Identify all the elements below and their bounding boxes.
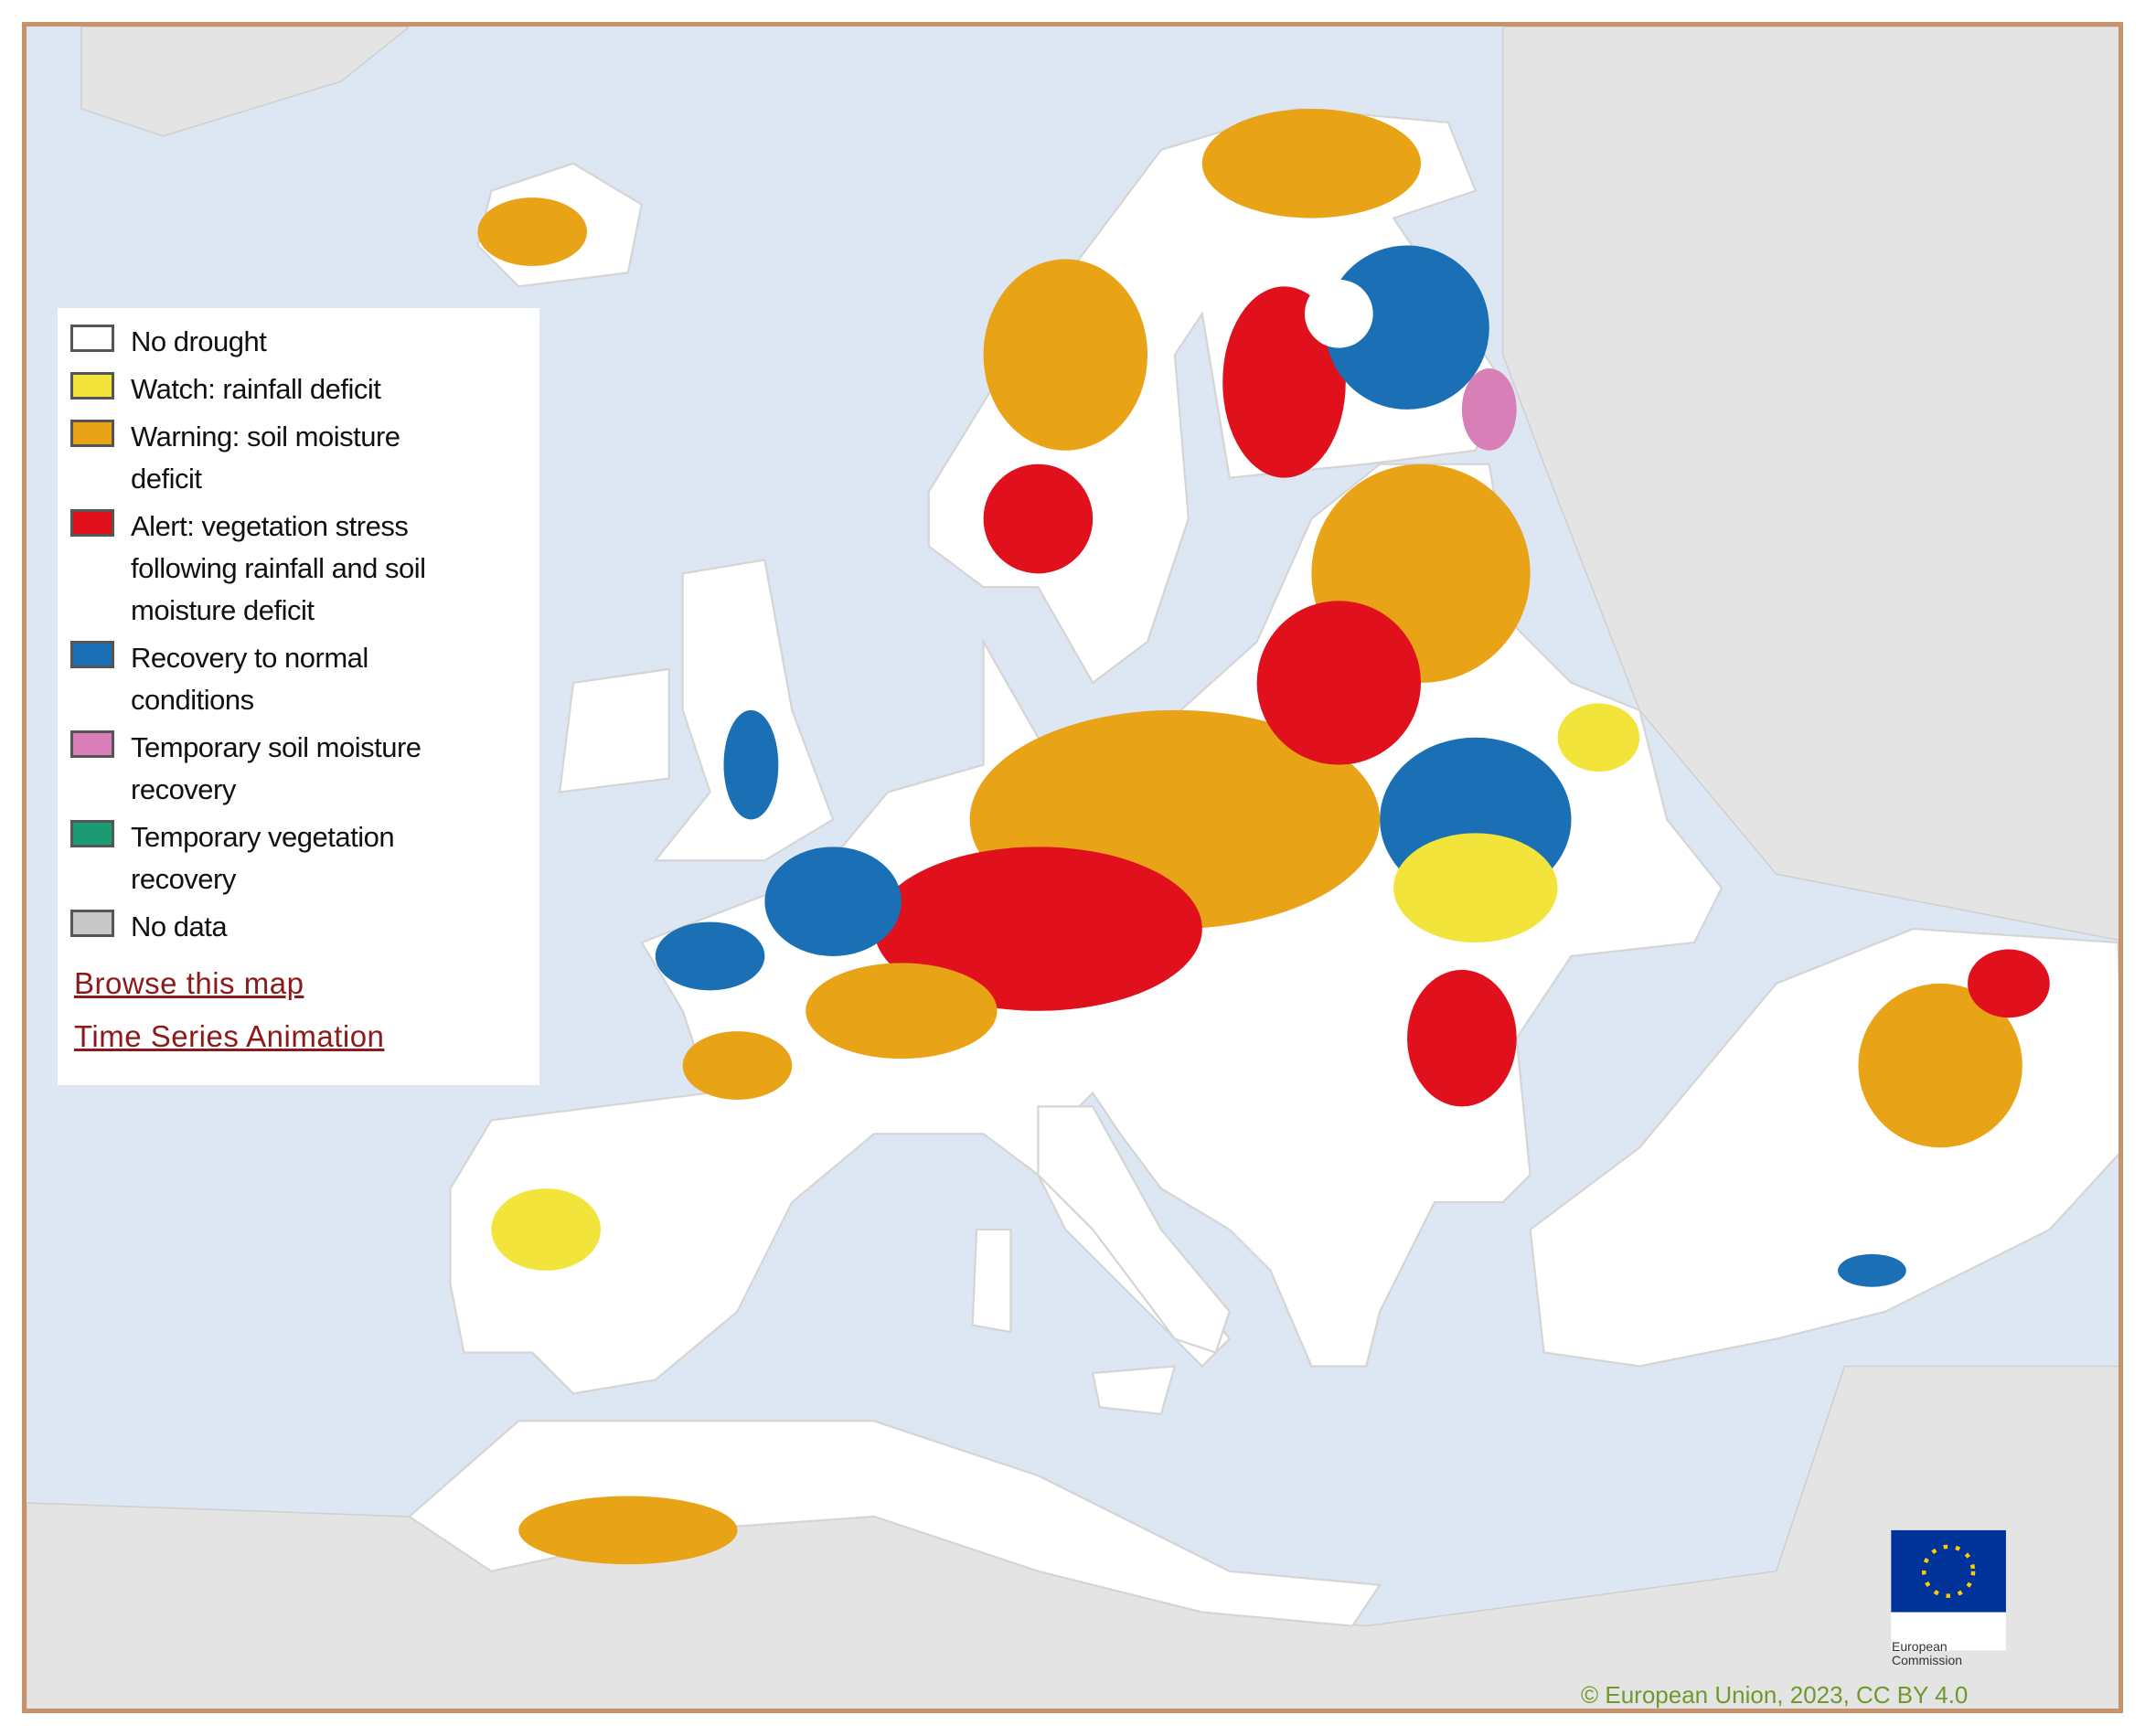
legend-swatch <box>70 509 114 537</box>
legend-label: Recovery to normal conditions <box>131 642 368 716</box>
copyright: © European Union, 2023, CC BY 4.0 <box>1581 1681 1969 1709</box>
legend-swatch <box>70 420 114 447</box>
legend-item: No drought <box>70 321 539 363</box>
legend-label: Watch: rainfall deficit <box>131 373 381 405</box>
legend-label: Temporary vegetation recovery <box>131 821 395 895</box>
logo-text: European Commission <box>1892 1639 1963 1667</box>
drought-areas <box>477 108 2050 1565</box>
legend: No drought Watch: rainfall deficit Warning… <box>58 308 539 1085</box>
map-frame: No drought Watch: rainfall deficit Warning… <box>22 22 2123 1713</box>
legend-swatch <box>70 372 114 399</box>
legend-item: No data <box>70 906 539 948</box>
legend-label: Alert: vegetation stress following rainf… <box>131 510 426 626</box>
map-link[interactable]: Browse this map <box>74 966 304 1000</box>
legend-swatch <box>70 325 114 352</box>
map <box>27 27 2118 1709</box>
other-land <box>27 27 2118 1709</box>
legend-label: No drought <box>131 325 267 357</box>
legend-item: Temporary soil moisture recovery <box>70 727 539 811</box>
legend-swatch <box>70 910 114 937</box>
legend-item: Warning: soil moisture deficit <box>70 416 539 500</box>
legend-item: Temporary vegetation recovery <box>70 816 539 900</box>
legend-swatch <box>70 641 114 668</box>
legend-swatch <box>70 730 114 758</box>
legend-item: Watch: rainfall deficit <box>70 368 539 410</box>
map-link[interactable]: Time Series Animation <box>74 1019 385 1053</box>
legend-label: No data <box>131 911 228 943</box>
eu-logo <box>1891 1529 2006 1651</box>
legend-label: Warning: soil moisture deficit <box>131 421 400 495</box>
legend-swatch <box>70 820 114 847</box>
legend-item: Alert: vegetation stress following rainf… <box>70 506 539 632</box>
legend-label: Temporary soil moisture recovery <box>131 731 422 805</box>
legend-item: Recovery to normal conditions <box>70 637 539 721</box>
